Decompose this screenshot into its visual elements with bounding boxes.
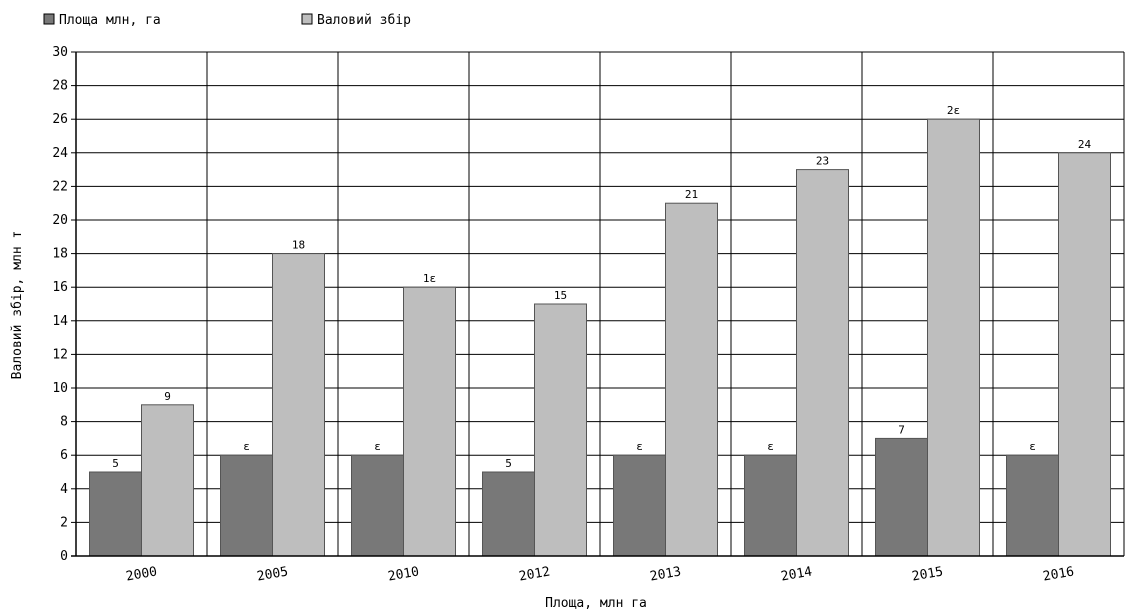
legend-label-area: Площа млн, га — [59, 13, 161, 28]
bar-yield — [1058, 152, 1111, 557]
data-label-bg — [239, 439, 254, 454]
legend: Площа млн, га Валовий збір — [43, 13, 411, 28]
x-tick-labels: 2000 2005 2010 2012 2013 2014 2015 2016 — [125, 564, 1075, 584]
y-tick-label: 20 — [52, 213, 68, 228]
x-tick-label: 2013 — [649, 564, 682, 584]
bar-yield — [534, 303, 587, 557]
data-label-bg — [287, 237, 310, 252]
data-label: 23 — [816, 155, 829, 168]
bar-yield — [927, 118, 980, 557]
data-label-bg — [680, 187, 703, 202]
x-tick-label: 2015 — [911, 564, 944, 584]
bar-yield — [272, 253, 325, 557]
bar-area — [89, 471, 142, 557]
data-labels: 5 9 ɛ 18 ɛ 1ɛ 5 15 ɛ 21 ɛ 23 7 2ɛ ɛ 24 — [108, 103, 1096, 470]
y-tick-label: 10 — [52, 381, 68, 396]
legend-swatch-area — [43, 13, 55, 25]
bar-area — [482, 471, 535, 557]
x-tick-label: 2005 — [256, 564, 289, 584]
x-tick-label: 2000 — [125, 564, 158, 584]
bar-yield — [796, 169, 849, 557]
legend-label-yield: Валовий збір — [317, 13, 411, 28]
data-label-bg — [894, 422, 909, 437]
bar-yield — [141, 404, 194, 557]
data-label: 15 — [554, 289, 567, 302]
y-tick-label: 28 — [52, 79, 68, 94]
data-label-bg — [1025, 439, 1040, 454]
data-label: 21 — [685, 188, 698, 201]
y-tick-label: 8 — [60, 415, 68, 430]
data-label-bg — [370, 439, 385, 454]
x-tick-label: 2010 — [387, 564, 420, 584]
data-label-bg — [501, 456, 516, 470]
bar-yield — [403, 286, 456, 557]
bar-area — [1006, 454, 1059, 557]
x-tick-label: 2014 — [780, 564, 814, 584]
data-label-bg — [1073, 136, 1096, 151]
data-label: 18 — [292, 239, 305, 252]
data-label: ɛ — [767, 440, 774, 453]
bar-area — [875, 437, 928, 557]
data-label-bg — [108, 456, 123, 470]
data-label: 9 — [164, 390, 171, 403]
data-label: 5 — [505, 457, 512, 470]
axes — [71, 52, 1124, 557]
data-label: ɛ — [374, 440, 381, 453]
bar-area — [744, 454, 797, 557]
data-label: 2ɛ — [947, 104, 960, 117]
y-tick-label: 26 — [52, 112, 68, 127]
y-tick-label: 16 — [52, 280, 68, 295]
y-tick-label: 30 — [52, 45, 68, 60]
data-label: 1ɛ — [423, 272, 436, 285]
y-tick-label: 6 — [60, 448, 68, 463]
y-tick-label: 24 — [52, 146, 68, 161]
data-label-bg — [418, 271, 441, 286]
x-tick-label: 2016 — [1042, 564, 1075, 584]
data-label: ɛ — [1029, 440, 1036, 453]
y-axis-title: Валовий збір, млн т — [10, 231, 25, 380]
y-tick-label: 0 — [60, 549, 68, 564]
data-label: 24 — [1078, 138, 1092, 151]
bar-area — [613, 454, 666, 557]
data-label-bg — [763, 439, 778, 454]
data-label-bg — [549, 288, 572, 302]
data-label-bg — [942, 103, 965, 118]
bar-area — [351, 454, 404, 557]
data-label-bg — [811, 153, 834, 168]
data-label: 5 — [112, 457, 119, 470]
data-label-bg — [632, 439, 647, 454]
x-axis-title: Площа, млн га — [545, 596, 647, 611]
y-tick-label: 18 — [52, 247, 68, 262]
data-label: ɛ — [636, 440, 643, 453]
y-tick-label: 14 — [52, 314, 68, 329]
y-tick-label: 2 — [60, 515, 68, 530]
data-label: ɛ — [243, 440, 250, 453]
data-label-bg — [160, 388, 175, 403]
bar-yield — [665, 202, 718, 557]
bar-area — [220, 454, 273, 557]
bars — [89, 118, 1111, 557]
y-tick-label: 22 — [52, 179, 68, 194]
data-label: 7 — [898, 423, 905, 436]
y-tick-label: 12 — [52, 347, 68, 362]
legend-swatch-yield — [301, 13, 313, 25]
x-tick-label: 2012 — [518, 564, 551, 584]
y-tick-label: 4 — [60, 482, 68, 497]
